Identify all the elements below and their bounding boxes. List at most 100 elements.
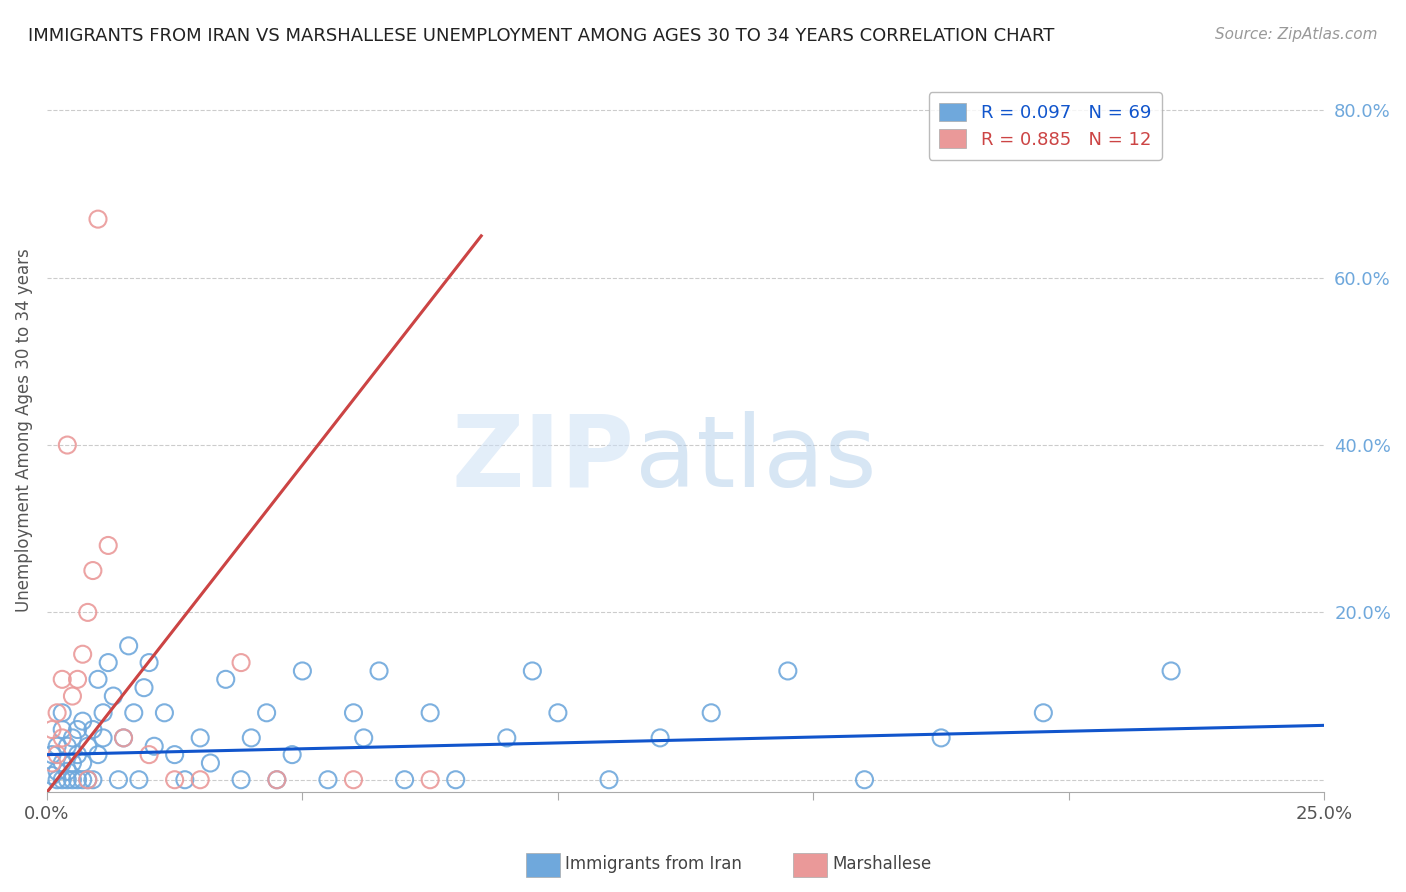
Point [41,723,63,737]
Point [82,723,104,737]
Point [56,739,79,754]
Point [72,647,94,661]
Point [163,772,186,787]
Point [66,747,89,762]
Point [41,756,63,770]
Point [97,656,120,670]
Point [51,673,73,687]
Point [107,772,129,787]
Point [929,731,952,745]
Point [72,772,94,787]
Text: atlas: atlas [634,411,876,508]
Point [51,731,73,745]
Point [342,706,364,720]
Point [547,706,569,720]
Point [776,664,799,678]
Legend: R = 0.097   N = 69, R = 0.885   N = 12: R = 0.097 N = 69, R = 0.885 N = 12 [928,92,1163,160]
Point [62,731,84,745]
Point [56,438,79,452]
Point [1032,706,1054,720]
Text: ZIP: ZIP [451,411,634,508]
Point [82,564,104,578]
Text: Marshallese: Marshallese [832,855,932,873]
Point [46,772,69,787]
Point [291,664,314,678]
Point [229,772,252,787]
Point [215,673,238,687]
Point [266,772,288,787]
Point [62,756,84,770]
Text: Source: ZipAtlas.com: Source: ZipAtlas.com [1215,27,1378,42]
Point [103,689,125,703]
Point [46,747,69,762]
Point [51,772,73,787]
Point [188,772,211,787]
Point [173,772,195,787]
Point [266,772,288,787]
Point [316,772,339,787]
Point [598,772,620,787]
Point [97,538,120,552]
Point [62,772,84,787]
Point [72,714,94,728]
Point [72,756,94,770]
Point [853,772,876,787]
Y-axis label: Unemployment Among Ages 30 to 34 years: Unemployment Among Ages 30 to 34 years [15,249,32,612]
Point [87,212,110,227]
Point [56,764,79,779]
Point [229,656,252,670]
Point [522,664,544,678]
Text: Immigrants from Iran: Immigrants from Iran [565,855,742,873]
Point [368,664,391,678]
Point [56,772,79,787]
Point [51,756,73,770]
Point [188,731,211,745]
Point [128,772,150,787]
Text: IMMIGRANTS FROM IRAN VS MARSHALLESE UNEMPLOYMENT AMONG AGES 30 TO 34 YEARS CORRE: IMMIGRANTS FROM IRAN VS MARSHALLESE UNEM… [28,27,1054,45]
Point [66,673,89,687]
Point [87,673,110,687]
Point [112,731,135,745]
Point [419,706,441,720]
Point [153,706,176,720]
Point [51,723,73,737]
Point [256,706,278,720]
Point [76,772,98,787]
Point [281,747,304,762]
Point [132,681,155,695]
Point [76,606,98,620]
Point [46,739,69,754]
Point [138,747,160,762]
Point [240,731,263,745]
Point [41,768,63,782]
Point [51,706,73,720]
Point [419,772,441,787]
Point [76,739,98,754]
Point [122,706,145,720]
Point [163,747,186,762]
Point [444,772,467,787]
Point [138,656,160,670]
Point [353,731,375,745]
Point [46,764,69,779]
Point [46,706,69,720]
Point [76,772,98,787]
Point [648,731,671,745]
Point [495,731,517,745]
Point [91,706,114,720]
Point [700,706,723,720]
Point [66,723,89,737]
Point [200,756,222,770]
Point [342,772,364,787]
Point [1160,664,1182,678]
Point [91,731,114,745]
Point [118,639,141,653]
Point [66,772,89,787]
Point [394,772,416,787]
Point [112,731,135,745]
Point [62,689,84,703]
Point [41,747,63,762]
Point [143,739,166,754]
Point [87,747,110,762]
Point [82,772,104,787]
